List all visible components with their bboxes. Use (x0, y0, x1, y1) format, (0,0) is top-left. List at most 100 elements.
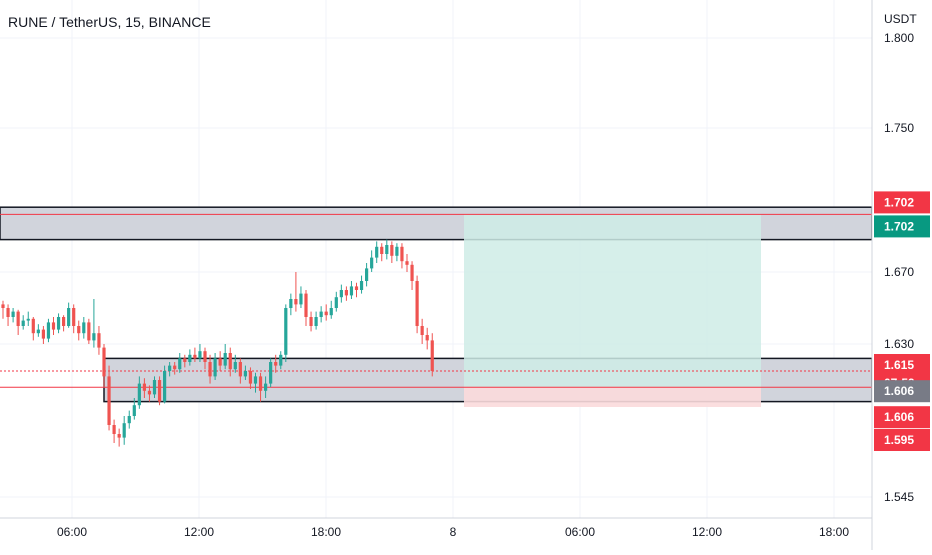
candle-body-50 (253, 376, 258, 384)
candle-body-16 (82, 322, 86, 334)
label-1606-alert: 1.606 (884, 410, 914, 424)
candle-body-81 (410, 264, 414, 281)
candle-body-62 (314, 317, 318, 326)
candle-body-21 (107, 376, 111, 425)
x-tick-label-1: 12:00 (184, 525, 214, 539)
label-1702-alert: 1.702 (884, 195, 914, 209)
candle-body-64 (324, 311, 328, 316)
candle-body-85 (430, 340, 434, 371)
label-1702-line: 1.702 (884, 219, 914, 233)
candle-body-76 (385, 245, 389, 254)
candle-body-73 (370, 257, 374, 269)
candle-body-43 (218, 358, 222, 366)
candle-body-78 (395, 246, 399, 256)
candle-body-1 (6, 308, 10, 317)
candle-body-55 (279, 354, 283, 366)
candle-body-4 (21, 320, 25, 326)
candle-body-65 (329, 308, 333, 316)
candle-body-26 (132, 405, 136, 416)
candle-body-84 (425, 335, 429, 341)
stop-area (464, 387, 761, 407)
candle-body-42 (213, 358, 217, 377)
candle-body-17 (87, 322, 91, 341)
candle-body-63 (319, 311, 323, 317)
candle-body-12 (62, 317, 66, 326)
label-1595-stop-bg (874, 429, 930, 451)
candle-body-46 (233, 362, 237, 370)
candle-body-69 (349, 286, 354, 296)
label-1606-entry: 1.606 (884, 384, 914, 398)
candle-body-79 (400, 246, 404, 262)
candle-body-66 (334, 297, 338, 308)
candle-body-58 (294, 299, 298, 305)
candle-body-9 (46, 322, 51, 339)
y-tick-label-0: 1.800 (884, 31, 914, 45)
candle-body-53 (269, 362, 273, 384)
candle-body-8 (41, 329, 45, 339)
candle-body-67 (339, 290, 343, 298)
chart-title: RUNE / TetherUS, 15, BINANCE (8, 14, 211, 30)
candle-body-3 (16, 311, 20, 326)
candle-body-40 (203, 351, 207, 362)
candle-body-5 (26, 318, 30, 321)
x-tick-label-2: 18:00 (311, 525, 341, 539)
y-tick-label-1: 1.750 (884, 121, 914, 135)
y-tick-label-4: 1.545 (884, 490, 914, 504)
candle-body-74 (375, 246, 379, 258)
candle-body-15 (77, 326, 81, 334)
candle-body-57 (289, 299, 293, 308)
candle-body-37 (188, 354, 192, 362)
target-area (464, 214, 761, 388)
candle-body-30 (152, 380, 157, 395)
candle-body-41 (208, 362, 212, 377)
candle-body-34 (173, 365, 177, 370)
label-1606-alert-bg (874, 406, 930, 429)
candle-body-33 (168, 365, 172, 371)
candle-body-18 (92, 333, 96, 341)
candle-body-23 (117, 434, 121, 438)
candle-body-22 (112, 425, 116, 434)
candle-body-14 (72, 308, 76, 326)
price-axis-bg (872, 0, 932, 550)
candle-body-13 (67, 308, 71, 326)
y-tick-label-3: 1.630 (884, 337, 914, 351)
candle-body-19 (97, 333, 101, 348)
candle-body-48 (243, 371, 247, 377)
candle-body-47 (238, 362, 242, 377)
candle-body-35 (178, 358, 182, 370)
label-1606-entry-bg (874, 380, 930, 403)
x-tick-label-5: 12:00 (692, 525, 722, 539)
candle-body-31 (157, 380, 162, 402)
candle-body-20 (102, 347, 106, 377)
candle-body-25 (127, 416, 131, 424)
y-tick-label-2: 1.670 (884, 265, 914, 279)
candle-body-27 (137, 383, 141, 406)
candle-body-56 (284, 308, 288, 355)
candle-body-49 (248, 371, 253, 384)
candle-body-61 (309, 317, 313, 326)
label-1702-line-bg (874, 215, 930, 238)
candle-body-83 (420, 326, 424, 335)
candle-body-10 (51, 322, 56, 330)
label-1615-last-bg (874, 354, 930, 376)
candle-body-59 (299, 293, 303, 305)
candle-body-54 (274, 362, 278, 366)
candle-body-52 (264, 383, 268, 391)
candle-body-44 (223, 353, 227, 366)
candle-body-51 (258, 376, 263, 391)
candle-body-6 (31, 318, 35, 334)
candle-body-36 (183, 358, 187, 362)
candle-body-72 (365, 268, 369, 281)
candle-body-60 (304, 293, 308, 317)
candle-body-80 (405, 261, 409, 265)
candle-body-71 (359, 281, 364, 290)
currency-label: USDT (884, 12, 917, 26)
label-1595-stop: 1.595 (884, 433, 914, 447)
x-tick-label-0: 06:00 (57, 525, 87, 539)
candle-body-77 (390, 245, 394, 256)
candle-body-75 (380, 246, 384, 254)
candle-body-2 (11, 311, 15, 317)
x-tick-label-3: 8 (450, 525, 457, 539)
